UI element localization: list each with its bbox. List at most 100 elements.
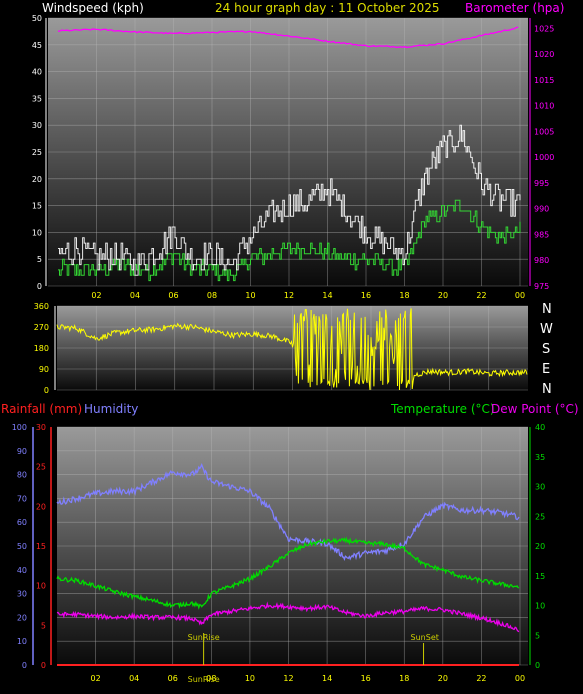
wind-xtick-label: 08 <box>207 291 217 300</box>
rainfall-title: Rainfall (mm) <box>1 402 82 416</box>
temp-xtick-label: 18 <box>399 674 409 683</box>
barometer-title: Barometer (hpa) <box>465 1 564 15</box>
barometer-ytick-label: 1010 <box>534 102 554 111</box>
barometer-ytick-label: 995 <box>534 179 549 188</box>
barometer-ytick-label: 1020 <box>534 50 554 59</box>
wind-xtick-label: 20 <box>438 291 448 300</box>
direction-ytick-label: 0 <box>44 386 49 395</box>
humidity-ytick-label: 90 <box>17 447 27 456</box>
barometer-ytick-label: 1005 <box>534 127 554 136</box>
sunrise-label: SunRise <box>188 633 220 642</box>
humidity-ytick-label: 10 <box>17 637 27 646</box>
wind-panel-axes: 0510152025303540455097598098599099510001… <box>32 14 555 300</box>
humidity-ytick-label: 40 <box>17 566 27 575</box>
direction-ytick-label: 360 <box>34 302 49 311</box>
rain-ytick-label: 10 <box>36 582 46 591</box>
direction-ytick-label: 180 <box>34 344 49 353</box>
wind-ytick-label: 10 <box>32 228 42 237</box>
humidity-ytick-label: 60 <box>17 518 27 527</box>
barometer-ytick-label: 985 <box>534 230 549 239</box>
temp-ytick-label: 40 <box>535 423 545 432</box>
temp-ytick-label: 10 <box>535 602 545 611</box>
humidity-line <box>56 462 520 562</box>
temp-xtick-label: 04 <box>129 674 139 683</box>
wind-panel-grid <box>48 17 528 287</box>
temp-ytick-label: 5 <box>535 631 540 640</box>
temp-panel-series <box>56 462 520 666</box>
temp-panel-axes: 0102030405060708090100051015202530051015… <box>12 423 545 683</box>
temperature-line <box>56 536 520 610</box>
compass-label-w: W <box>540 322 553 337</box>
wind-ytick-label: 25 <box>32 148 42 157</box>
wind-xtick-label: 00 <box>515 291 525 300</box>
temp-ytick-label: 30 <box>535 483 545 492</box>
temp-xtick-label: 12 <box>283 674 293 683</box>
compass-label-n-bottom: N <box>542 382 552 397</box>
wind-ytick-label: 40 <box>32 68 42 77</box>
temp-ytick-label: 20 <box>535 542 545 551</box>
rain-ytick-label: 20 <box>36 502 46 511</box>
temp-xtick-label: 22 <box>476 674 486 683</box>
compass-label-s: S <box>542 342 550 357</box>
rain-ytick-label: 15 <box>36 542 46 551</box>
wind-ytick-label: 45 <box>32 41 42 50</box>
rain-ytick-label: 30 <box>36 423 46 432</box>
wind-ytick-label: 5 <box>37 255 42 264</box>
wind-ytick-label: 35 <box>32 94 42 103</box>
wind-ytick-label: 30 <box>32 121 42 130</box>
compass-label-n-top: N <box>542 302 552 317</box>
temperature-title: Temperature (°C) <box>390 402 495 416</box>
temp-xtick-label: 02 <box>90 674 100 683</box>
rain-ytick-label: 5 <box>41 621 46 630</box>
wind-direction-trace <box>56 308 528 391</box>
humidity-title: Humidity <box>84 402 138 416</box>
wind-xtick-label: 14 <box>322 291 332 300</box>
temp-xtick-label: 00 <box>515 674 525 683</box>
wind-panel-series <box>58 26 521 282</box>
wind-xtick-label: 02 <box>91 291 101 300</box>
barometer-ytick-label: 1015 <box>534 76 554 85</box>
humidity-ytick-label: 20 <box>17 613 27 622</box>
rain-ytick-label: 25 <box>36 463 46 472</box>
windspeed-title: Windspeed (kph) <box>42 1 144 15</box>
barometer-ytick-label: 980 <box>534 256 549 265</box>
direction-ytick-label: 270 <box>34 323 49 332</box>
temp-xtick-label: 14 <box>322 674 332 683</box>
wind-ytick-label: 50 <box>32 14 42 23</box>
sun-annotations: SunRise SunSet SunRise <box>188 633 439 684</box>
direction-ytick-label: 90 <box>39 365 49 374</box>
temp-xtick-label: 08 <box>206 674 216 683</box>
date-title: 24 hour graph day : 11 October 2025 <box>215 1 440 15</box>
sunset-label: SunSet <box>411 633 439 642</box>
barometer-ytick-label: 990 <box>534 205 549 214</box>
direction-panel-series <box>56 308 528 391</box>
temp-xtick-label: 16 <box>361 674 371 683</box>
barometer-ytick-label: 1025 <box>534 24 554 33</box>
humidity-ytick-label: 0 <box>22 661 27 670</box>
barometer-ytick-label: 975 <box>534 282 549 291</box>
sunrise-axis-label: SunRise <box>188 675 220 684</box>
wind-average-line <box>58 199 521 282</box>
dewpoint-line <box>56 601 520 633</box>
temp-xtick-label: 20 <box>438 674 448 683</box>
wind-ytick-label: 20 <box>32 175 42 184</box>
barometer-line <box>58 26 519 49</box>
dewpoint-title: Dew Point (°C) <box>491 402 579 416</box>
wind-gust-line <box>58 124 521 276</box>
direction-panel-grid <box>57 305 528 391</box>
temp-xtick-label: 10 <box>245 674 255 683</box>
temp-panel-grid <box>57 426 528 666</box>
wind-xtick-label: 10 <box>245 291 255 300</box>
humidity-ytick-label: 30 <box>17 590 27 599</box>
wind-xtick-label: 16 <box>361 291 371 300</box>
humidity-ytick-label: 100 <box>12 423 27 432</box>
temp-ytick-label: 15 <box>535 572 545 581</box>
compass-label-e: E <box>542 362 550 377</box>
rain-ytick-label: 0 <box>41 661 46 670</box>
wind-ytick-label: 15 <box>32 202 42 211</box>
wind-xtick-label: 22 <box>476 291 486 300</box>
wind-xtick-label: 18 <box>399 291 409 300</box>
temp-ytick-label: 35 <box>535 453 545 462</box>
